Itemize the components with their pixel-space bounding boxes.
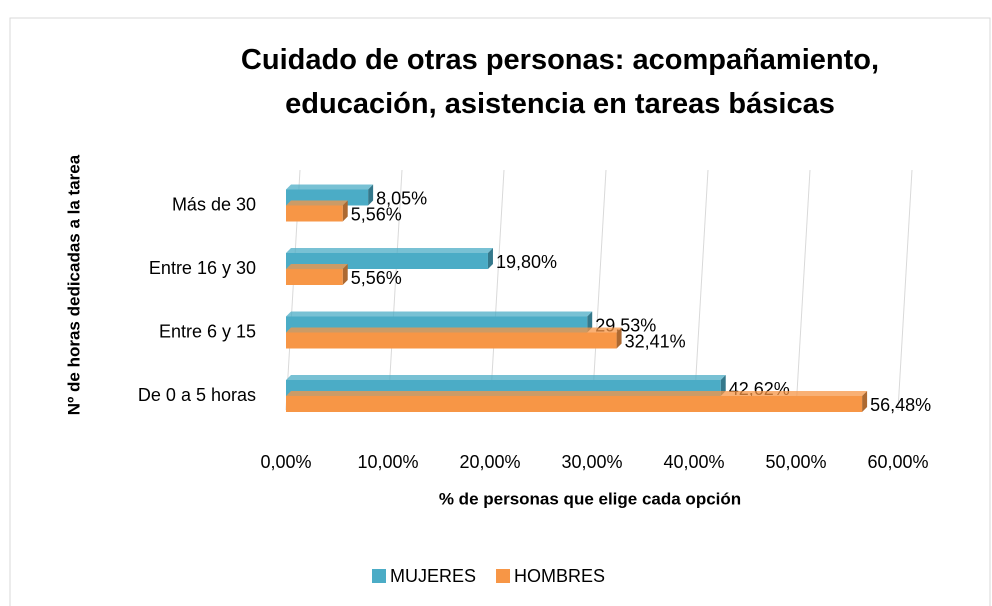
bar xyxy=(286,332,617,349)
y-tick-label: Más de 30 xyxy=(172,194,256,214)
grid-line xyxy=(387,169,403,411)
x-tick-label: 0,00% xyxy=(260,452,311,472)
data-label: 5,56% xyxy=(351,268,402,288)
bar-top xyxy=(286,200,348,206)
y-tick-label: Entre 6 y 15 xyxy=(159,321,256,341)
bar-top xyxy=(286,264,348,269)
grid-line xyxy=(795,169,811,411)
legend-swatch xyxy=(496,569,511,583)
grid-line xyxy=(489,169,505,411)
bar-top xyxy=(286,248,493,253)
x-tick-label: 60,00% xyxy=(867,452,928,472)
chart-title: Cuidado de otras personas: acompañamient… xyxy=(240,44,880,120)
bar-top xyxy=(286,391,868,396)
bar-top xyxy=(286,311,593,317)
bar-side xyxy=(368,184,374,206)
bar-top xyxy=(286,327,622,333)
data-label: 8,05% xyxy=(376,188,427,208)
x-tick-label: 30,00% xyxy=(561,452,622,472)
x-tick-label: 20,00% xyxy=(459,452,520,472)
bar-side xyxy=(342,200,348,222)
legend-label: HOMBRES xyxy=(514,566,605,586)
bar-side xyxy=(587,311,593,333)
data-label: 32,41% xyxy=(625,331,686,351)
grid-line xyxy=(693,169,709,411)
data-label: 56,48% xyxy=(870,395,931,415)
bar xyxy=(286,269,343,285)
bar-top xyxy=(286,375,726,380)
y-tick-label: Entre 16 y 30 xyxy=(149,258,256,278)
chart-border xyxy=(9,17,991,606)
legend-label: MUJERES xyxy=(390,566,476,586)
data-label: 19,80% xyxy=(496,252,557,272)
grid-line xyxy=(897,169,913,411)
bar xyxy=(286,205,343,222)
bar-side xyxy=(862,391,868,412)
bar-top xyxy=(286,184,374,190)
x-axis-label: % de personas que elige cada opción xyxy=(439,489,741,508)
x-tick-label: 50,00% xyxy=(765,452,826,472)
y-tick-label: De 0 a 5 horas xyxy=(138,385,256,405)
bar xyxy=(286,396,863,412)
bar-side xyxy=(487,248,493,269)
x-tick-label: 10,00% xyxy=(357,452,418,472)
grid-line xyxy=(591,169,607,411)
y-axis-label: Nº de horas dedicadas a la tarea xyxy=(64,154,83,415)
bar-side xyxy=(616,327,622,349)
bar-side xyxy=(720,375,726,396)
legend-swatch xyxy=(372,569,386,583)
x-tick-label: 40,00% xyxy=(663,452,724,472)
bar-side xyxy=(342,264,348,285)
data-label: 5,56% xyxy=(351,204,402,224)
